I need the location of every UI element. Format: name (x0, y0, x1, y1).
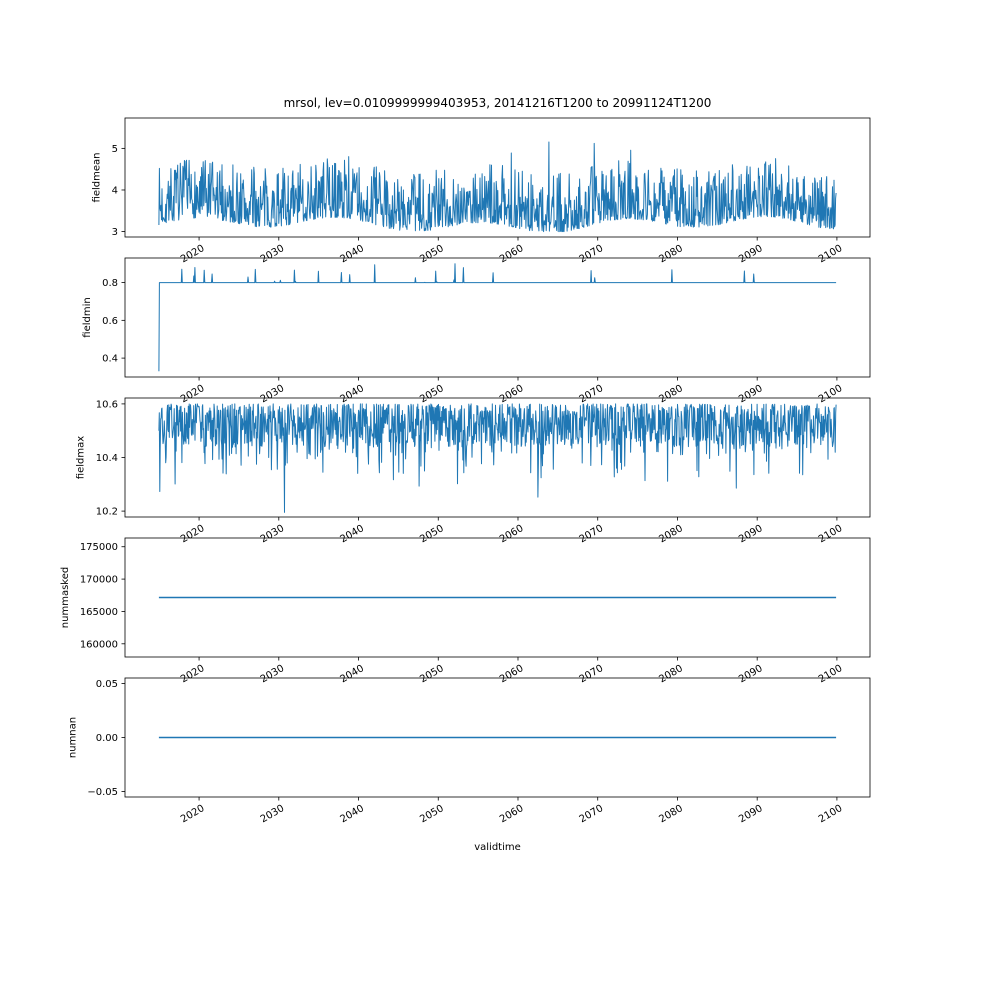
x-tick-label: 2020 (179, 523, 207, 545)
y-axis-label-fieldmin: fieldmin (82, 297, 93, 337)
y-tick-label: −0.05 (87, 787, 118, 798)
x-tick-label: 2020 (179, 243, 207, 265)
x-tick-label: 2050 (418, 803, 446, 825)
y-tick-label: 0.4 (102, 354, 118, 365)
y-tick-label: 160000 (80, 639, 118, 650)
x-tick-label: 2040 (338, 383, 366, 405)
x-tick-label: 2080 (657, 383, 685, 405)
y-axis-label-nummasked: nummasked (60, 567, 71, 628)
y-axis-label-fieldmax: fieldmax (76, 436, 87, 479)
subplot-fieldmean: 3 4 5 fieldmean 2020 2030 2040 2050 2060 2070 2080… (92, 117, 871, 265)
x-tick-label: 2080 (657, 243, 685, 265)
x-tick-label: 2040 (338, 803, 366, 825)
series-fieldmax (158, 403, 837, 513)
x-tick-label: 2030 (259, 243, 287, 265)
axes-frame (124, 117, 871, 238)
x-tick-label: 2080 (657, 803, 685, 825)
x-tick-label: 2030 (259, 383, 287, 405)
y-tick-label: 5 (112, 144, 118, 155)
y-tick-label: 10.6 (96, 399, 118, 410)
x-tick-label: 2100 (817, 523, 845, 545)
x-tick-label: 2080 (657, 663, 685, 685)
x-tick-label: 2100 (817, 243, 845, 265)
axes-frame (124, 257, 871, 378)
y-tick-label: 0.00 (96, 733, 118, 744)
x-axis-label: validtime (474, 842, 521, 853)
x-tick-label: 2090 (737, 803, 765, 825)
x-tick-label: 2060 (498, 523, 526, 545)
x-tick-label: 2090 (737, 383, 765, 405)
y-tick-label: 10.4 (96, 453, 118, 464)
x-tick-label: 2020 (179, 383, 207, 405)
x-tick-label: 2060 (498, 243, 526, 265)
x-tick-label: 2050 (418, 243, 446, 265)
x-tick-label: 2050 (418, 383, 446, 405)
y-axis-label-numnan: numnan (67, 717, 78, 758)
x-tick-label: 2060 (498, 383, 526, 405)
x-tick-label: 2060 (498, 803, 526, 825)
x-tick-label: 2080 (657, 523, 685, 545)
series-fieldmean (158, 141, 837, 233)
x-tick-label: 2030 (259, 663, 287, 685)
x-tick-label: 2030 (259, 803, 287, 825)
subplot-numnan: −0.05 0.00 0.05 numnan 2020 2030 2040 2050 2060 2… (67, 677, 871, 825)
x-tick-label: 2070 (578, 803, 606, 825)
x-tick-label: 2030 (259, 523, 287, 545)
x-tick-label: 2050 (418, 523, 446, 545)
series-fieldmin (158, 263, 837, 372)
subplot-nummasked: 160000 165000 170000 175000 nummasked 2020 203… (60, 537, 871, 685)
subplot-fieldmax: 10.2 10.4 10.6 fieldmax 2020 2030 2040 2050 2060… (76, 397, 871, 545)
y-tick-label: 0.8 (102, 278, 118, 289)
x-tick-label: 2090 (737, 523, 765, 545)
x-tick-label: 2090 (737, 243, 765, 265)
x-tick-label: 2040 (338, 243, 366, 265)
y-tick-label: 0.05 (96, 679, 118, 690)
y-tick-label: 10.2 (96, 507, 118, 518)
chart-title: mrsol, lev=0.0109999999403953, 20141216T… (283, 96, 712, 110)
subplot-fieldmin: 0.4 0.6 0.8 fieldmin 2020 2030 2040 2050 2060 207… (82, 257, 871, 405)
y-tick-label: 175000 (80, 542, 118, 553)
x-tick-label: 2020 (179, 663, 207, 685)
x-tick-label: 2060 (498, 663, 526, 685)
x-tick-label: 2100 (817, 803, 845, 825)
y-tick-label: 170000 (80, 575, 118, 586)
x-tick-label: 2040 (338, 663, 366, 685)
x-tick-label: 2070 (578, 243, 606, 265)
y-tick-label: 4 (112, 185, 118, 196)
axes-frame (124, 537, 871, 658)
x-tick-label: 2070 (578, 523, 606, 545)
x-tick-label: 2040 (338, 523, 366, 545)
y-tick-label: 165000 (80, 607, 118, 618)
y-axis-label-fieldmean: fieldmean (92, 153, 103, 203)
x-tick-label: 2020 (179, 803, 207, 825)
x-tick-label: 2070 (578, 383, 606, 405)
x-tick-label: 2070 (578, 663, 606, 685)
x-tick-label: 2050 (418, 663, 446, 685)
x-tick-label: 2100 (817, 383, 845, 405)
x-tick-label: 2100 (817, 663, 845, 685)
y-tick-label: 0.6 (102, 316, 118, 327)
y-tick-label: 3 (112, 227, 118, 238)
x-tick-label: 2090 (737, 663, 765, 685)
